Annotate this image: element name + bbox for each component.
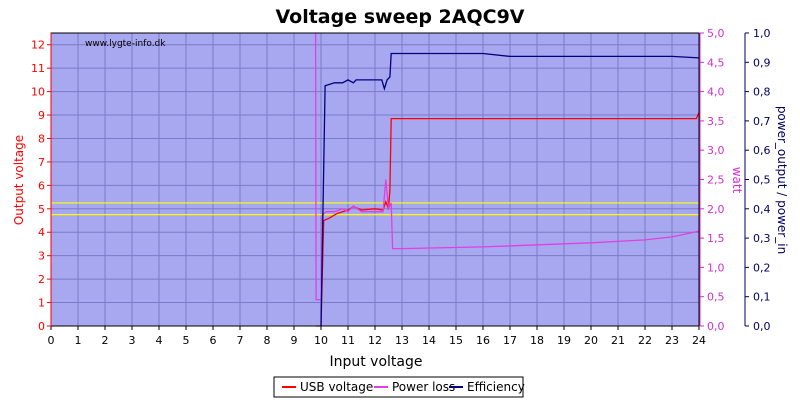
x-tick-label: 6: [210, 334, 217, 347]
y-right-watt-tick-label: 5,0: [707, 27, 725, 40]
y-left-tick-label: 11: [31, 62, 45, 75]
y-right-efficiency-tick-label: 0,0: [753, 320, 771, 333]
y-right-efficiency-tick-label: 0,9: [753, 56, 771, 69]
x-tick-label: 14: [422, 334, 436, 347]
chart-title: Voltage sweep 2AQC9V: [275, 6, 524, 28]
x-tick-label: 5: [183, 334, 190, 347]
series-layer: [314, 32, 700, 327]
y-right-efficiency-tick-label: 0,4: [753, 203, 771, 216]
reference-lines: [51, 202, 699, 216]
x-tick-label: 22: [638, 334, 652, 347]
y-left-tick-label: 12: [31, 39, 45, 52]
x-tick-label: 18: [530, 334, 544, 347]
x-tick-label: 12: [368, 334, 382, 347]
watermark: www.lygte-info.dk: [85, 39, 166, 49]
legend-label: USB voltage: [300, 380, 373, 394]
y-left-tick-label: 2: [38, 273, 45, 286]
x-axis: 0 1 2 3 4 5 6 7 8 9 10 11 12 13 14 15 16 17 18 19 20 21 22 23 24: [48, 326, 706, 347]
y-right-efficiency-tick-label: 0,1: [753, 291, 771, 304]
y-right-watt-tick-label: 1,5: [707, 232, 725, 245]
x-axis-title: Input voltage: [329, 354, 422, 370]
x-tick-label: 13: [395, 334, 409, 347]
y-right-watt-tick-label: 1,0: [707, 261, 725, 274]
legend-box: [273, 376, 524, 398]
x-tick-label: 17: [503, 334, 517, 347]
y-axis-right-watt-title: watt: [730, 167, 744, 194]
x-tick-label: 2: [102, 334, 109, 347]
x-tick-label: 0: [48, 334, 55, 347]
y-left-tick-label: 6: [38, 179, 45, 192]
y-right-efficiency-tick-label: 0,8: [753, 86, 771, 99]
y-right-watt-tick-label: 3,0: [707, 144, 725, 157]
series-line-efficiency: [320, 52, 700, 327]
y-right-efficiency-tick-label: 0,7: [753, 115, 771, 128]
x-tick-label: 24: [692, 334, 706, 347]
y-left-tick-label: 7: [38, 156, 45, 169]
y-right-efficiency-tick-label: 1,0: [753, 27, 771, 40]
x-tick-label: 10: [314, 334, 328, 347]
y-right-efficiency-tick-label: 0,2: [753, 261, 771, 274]
y-left-tick-label: 0: [38, 320, 45, 333]
y-left-tick-label: 4: [38, 226, 45, 239]
x-tick-label: 21: [611, 334, 625, 347]
x-tick-label: 19: [557, 334, 571, 347]
y-right-watt-tick-label: 3,5: [707, 115, 725, 128]
y-left-tick-label: 3: [38, 250, 45, 263]
y-axis-right-efficiency-title: power_output / power_in: [775, 106, 789, 254]
y-axis-right-watt: 0,0 0,5 1,0 1,5 2,0 2,5 3,0 3,5 4,0 4,5 5,0: [699, 27, 725, 333]
y-left-tick-label: 1: [38, 297, 45, 310]
y-right-watt-tick-label: 4,0: [707, 86, 725, 99]
y-right-efficiency-tick-label: 0,3: [753, 232, 771, 245]
legend: USB voltage Power loss Efficiency: [273, 376, 525, 398]
x-tick-label: 4: [156, 334, 163, 347]
y-axis-right-efficiency: 0,0 0,1 0,2 0,3 0,4 0,5 0,6 0,7 0,8 0,9 1,0: [744, 27, 771, 333]
x-tick-label: 23: [665, 334, 679, 347]
y-axis-left-title: Output voltage: [12, 135, 26, 225]
x-tick-label: 16: [476, 334, 490, 347]
y-left-tick-label: 5: [38, 203, 45, 216]
x-tick-label: 15: [449, 334, 463, 347]
x-tick-label: 20: [584, 334, 598, 347]
y-right-watt-tick-label: 0,0: [707, 320, 725, 333]
series-line-power-loss: [314, 32, 700, 301]
y-right-efficiency-tick-label: 0,6: [753, 144, 771, 157]
y-right-watt-tick-label: 2,0: [707, 203, 725, 216]
y-left-tick-label: 8: [38, 132, 45, 145]
x-tick-label: 9: [291, 334, 298, 347]
y-right-watt-tick-label: 2,5: [707, 174, 725, 187]
x-tick-label: 1: [75, 334, 82, 347]
y-right-watt-tick-label: 4,5: [707, 56, 725, 69]
legend-label: Power loss: [392, 380, 455, 394]
y-left-tick-label: 10: [31, 86, 45, 99]
x-tick-label: 3: [129, 334, 136, 347]
series-line-usb-voltage: [315, 112, 700, 327]
y-right-watt-tick-label: 0,5: [707, 291, 725, 304]
x-tick-label: 7: [237, 334, 244, 347]
y-right-efficiency-tick-label: 0,5: [753, 174, 771, 187]
legend-label: Efficiency: [467, 380, 525, 394]
y-left-tick-label: 9: [38, 109, 45, 122]
x-tick-label: 11: [341, 334, 355, 347]
x-tick-label: 8: [264, 334, 271, 347]
